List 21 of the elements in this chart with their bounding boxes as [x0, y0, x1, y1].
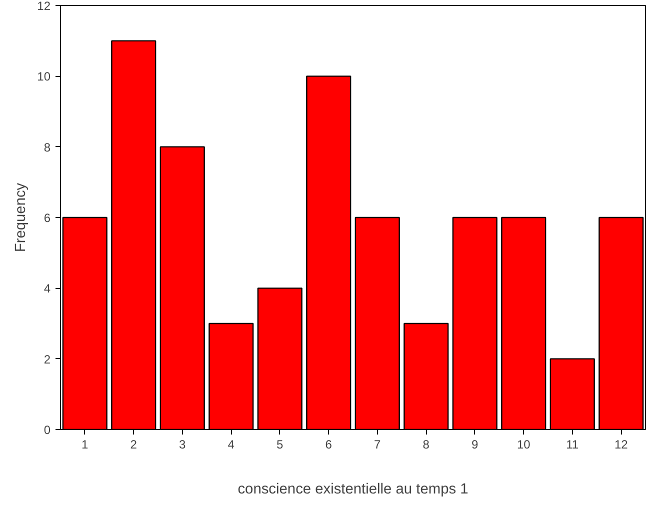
x-tick-label: 11: [566, 438, 579, 452]
x-tick-label: 6: [325, 438, 332, 452]
y-tick-label: 4: [44, 282, 51, 296]
y-tick-label: 6: [44, 211, 51, 225]
x-tick-label: 1: [82, 438, 89, 452]
y-tick-label: 10: [37, 70, 51, 84]
y-tick-label: 8: [44, 140, 51, 154]
y-axis-title: Frequency: [13, 182, 30, 252]
x-tick-label: 3: [179, 438, 186, 452]
x-tick-label: 10: [516, 438, 531, 452]
y-tick-label: 0: [44, 423, 51, 437]
x-tick-label: 7: [374, 438, 382, 452]
x-tick-label: 5: [276, 438, 284, 452]
x-tick-label: 12: [614, 438, 628, 452]
y-tick-label: 12: [37, 0, 51, 13]
x-axis-title: conscience existentielle au temps 1: [238, 482, 468, 498]
x-tick-label: 4: [228, 438, 235, 452]
x-tick-label: 2: [130, 438, 138, 452]
y-tick-label: 2: [44, 352, 51, 366]
x-tick-label: 9: [472, 438, 479, 452]
x-tick-label: 8: [422, 438, 430, 452]
